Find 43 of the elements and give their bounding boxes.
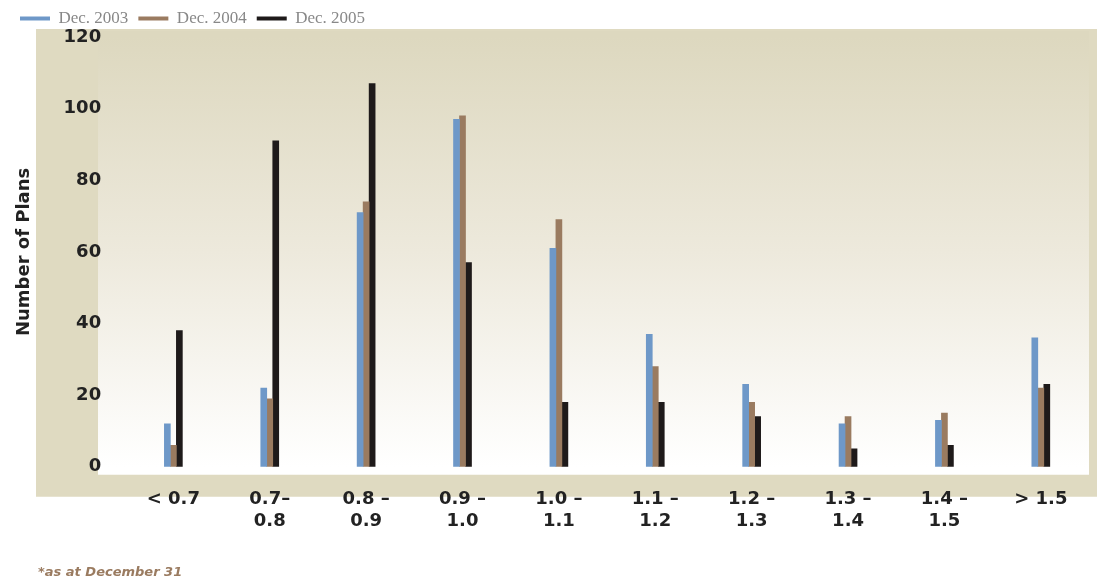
y-tick-label: 20 — [76, 382, 102, 404]
x-tick-label: 1.1 – 1.2 — [631, 487, 679, 530]
bar — [453, 119, 460, 467]
bar — [266, 398, 274, 467]
bar — [260, 387, 268, 467]
x-tick-label: < 0.7 — [146, 487, 200, 509]
y-axis-title: Number of Plans — [12, 167, 34, 337]
bar — [645, 333, 653, 467]
bar — [1031, 337, 1039, 467]
bar — [941, 412, 948, 467]
bar — [838, 423, 846, 467]
bar — [356, 212, 364, 467]
y-tick-label: 60 — [76, 239, 102, 261]
x-tick-label: 0.9 – 1.0 — [438, 487, 487, 530]
legend-label: Dec. 2004 — [176, 7, 248, 27]
y-tick-label: 100 — [63, 96, 102, 118]
x-tick-label: 1.0 – 1.1 — [535, 487, 583, 530]
x-tick-label: 1.3 – 1.4 — [824, 487, 872, 530]
x-tick-label: 1.4 – 1.5 — [920, 487, 968, 530]
bar — [935, 419, 942, 467]
bar — [176, 330, 183, 467]
y-tick-label: 120 — [63, 24, 102, 46]
x-tick-label: 0.7– 0.8 — [249, 487, 291, 530]
bar — [549, 247, 557, 467]
x-tick-label: 1.2 – 1.3 — [728, 487, 776, 530]
bar — [362, 201, 370, 467]
bar — [742, 384, 749, 467]
bar — [465, 262, 472, 467]
y-tick-label: 80 — [76, 167, 102, 189]
bar — [555, 219, 563, 467]
y-tick-label: 0 — [88, 454, 102, 476]
bar — [368, 83, 376, 467]
x-tick-label: > 1.5 — [1014, 487, 1068, 509]
text: *as at December 31 — [38, 564, 183, 579]
bar — [651, 366, 659, 467]
bar — [164, 423, 171, 467]
legend-label: Dec. 2003 — [58, 7, 129, 27]
y-tick-label: 40 — [76, 311, 102, 333]
x-tick-label: 0.8 – 0.9 — [342, 487, 390, 530]
bar — [459, 115, 466, 467]
bar — [1043, 384, 1051, 467]
legend-label: Dec. 2005 — [295, 7, 366, 27]
bar — [272, 140, 280, 467]
